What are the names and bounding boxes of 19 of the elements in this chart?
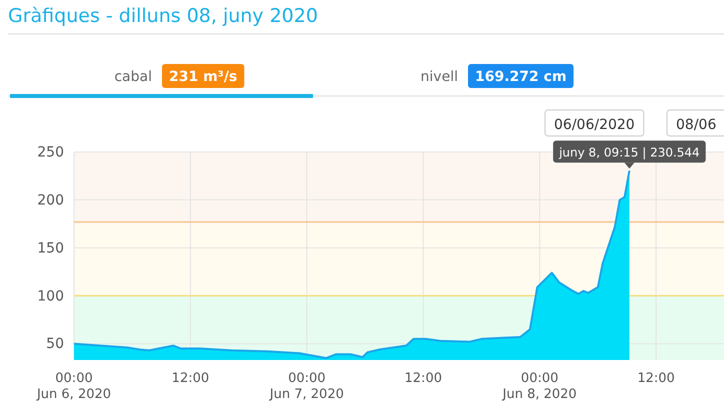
text: 06/06/2020 xyxy=(554,117,635,133)
x-tick-label: 12:00 xyxy=(404,371,442,386)
x-tick-label: 00:00 Jun 6, 2020 xyxy=(36,371,112,402)
y-tick-label: 100 xyxy=(37,288,64,304)
text: cabal xyxy=(114,69,152,85)
text: nivell xyxy=(420,69,458,85)
y-tick-label: 200 xyxy=(37,192,64,208)
text: 231 m³/s xyxy=(169,69,238,85)
text: 169.272 cm xyxy=(475,69,567,85)
x-tick-label: 00:00 Jun 7, 2020 xyxy=(268,371,344,402)
y-tick-label: 50 xyxy=(46,336,64,352)
annotation: juny 8, 09:15 | 230.544 xyxy=(558,146,700,160)
x-tick-label: 12:00 xyxy=(172,371,210,386)
y-tick-label: 150 xyxy=(37,240,64,256)
x-tick-label: 12:00 xyxy=(637,371,675,386)
text: 08/06 xyxy=(676,117,716,133)
chart-title: Gràfiques - dilluns 08, juny 2020 xyxy=(8,5,318,27)
x-tick-label: 00:00 Jun 8, 2020 xyxy=(502,371,577,402)
y-tick-label: 250 xyxy=(37,144,64,160)
